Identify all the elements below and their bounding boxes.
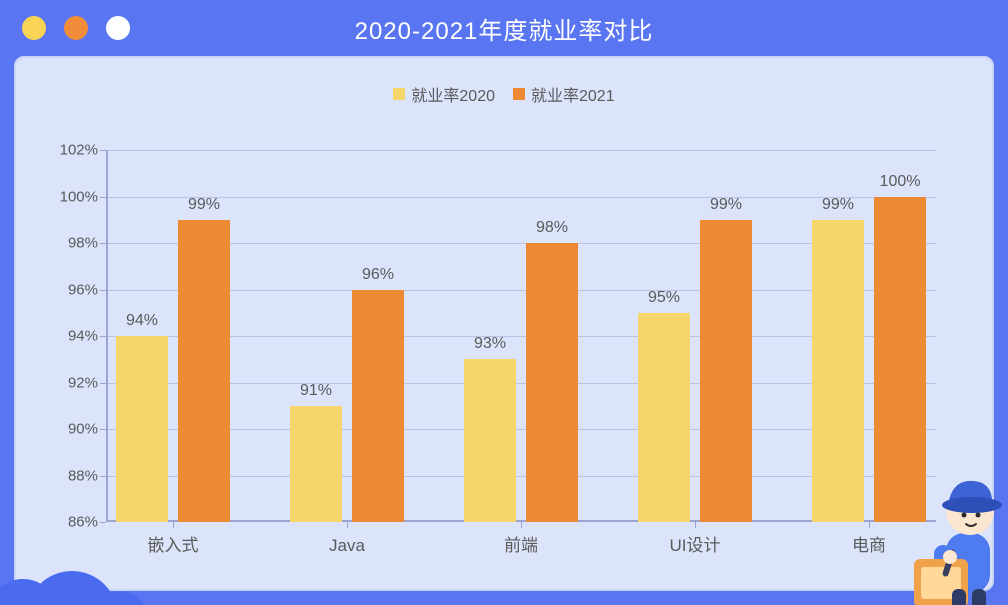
bar: 94% <box>116 336 168 522</box>
y-tick-label: 90% <box>46 421 98 438</box>
x-tick-label: 电商 <box>852 531 886 556</box>
x-tick-label: Java <box>329 536 365 556</box>
legend-swatch-2020 <box>393 88 405 100</box>
x-tick-mark <box>695 522 696 528</box>
bar-value-label: 99% <box>822 196 854 214</box>
bar-value-label: 99% <box>188 196 220 214</box>
x-tick-mark <box>173 522 174 528</box>
legend-label-2020: 就业率2020 <box>411 82 495 106</box>
legend-item-2020: 就业率2020 <box>393 82 495 106</box>
page-title: 2020-2021年度就业率对比 <box>0 11 1008 46</box>
y-tick-label: 86% <box>46 514 98 531</box>
y-tick-label: 96% <box>46 281 98 298</box>
x-tick-mark <box>521 522 522 528</box>
bar-value-label: 91% <box>300 382 332 400</box>
bar-value-label: 95% <box>648 289 680 307</box>
bar: 99% <box>178 220 230 522</box>
bar-value-label: 94% <box>126 312 158 330</box>
bar-value-label: 100% <box>880 173 921 191</box>
chart-legend: 就业率2020 就业率2021 <box>16 82 992 106</box>
legend-item-2021: 就业率2021 <box>513 82 615 106</box>
y-tick-label: 92% <box>46 374 98 391</box>
x-tick-mark <box>869 522 870 528</box>
bar-value-label: 99% <box>710 196 742 214</box>
bar-value-label: 93% <box>474 335 506 353</box>
bar: 98% <box>526 243 578 522</box>
y-tick-label: 102% <box>46 142 98 159</box>
bar: 95% <box>638 313 690 522</box>
bar-value-label: 98% <box>536 219 568 237</box>
y-tick-label: 100% <box>46 188 98 205</box>
grid-line <box>106 150 936 151</box>
bar-value-label: 96% <box>362 266 394 284</box>
mascot-illustration <box>894 449 1008 605</box>
y-tick-mark <box>100 522 106 523</box>
bar: 99% <box>812 220 864 522</box>
bar: 93% <box>464 359 516 522</box>
chart-plot-area: 86%88%90%92%94%96%98%100%102%嵌入式94%99%Ja… <box>106 150 936 522</box>
x-tick-label: UI设计 <box>670 531 721 556</box>
y-tick-label: 98% <box>46 235 98 252</box>
chart-card: 就业率2020 就业率2021 86% 88% 90% 92% 94% 96% 98% 100… <box>14 56 994 591</box>
y-tick-label: 94% <box>46 328 98 345</box>
x-tick-label: 嵌入式 <box>148 531 199 556</box>
x-tick-label: 前端 <box>504 531 538 556</box>
bar: 99% <box>700 220 752 522</box>
title-bar: 2020-2021年度就业率对比 <box>0 0 1008 56</box>
legend-label-2021: 就业率2021 <box>531 82 615 106</box>
legend-swatch-2021 <box>513 88 525 100</box>
x-tick-mark <box>347 522 348 528</box>
y-axis-line <box>106 150 108 522</box>
bar: 96% <box>352 290 404 523</box>
grid-line <box>106 197 936 198</box>
y-tick-label: 88% <box>46 467 98 484</box>
cloud-decoration <box>0 551 138 605</box>
bar: 91% <box>290 406 342 522</box>
